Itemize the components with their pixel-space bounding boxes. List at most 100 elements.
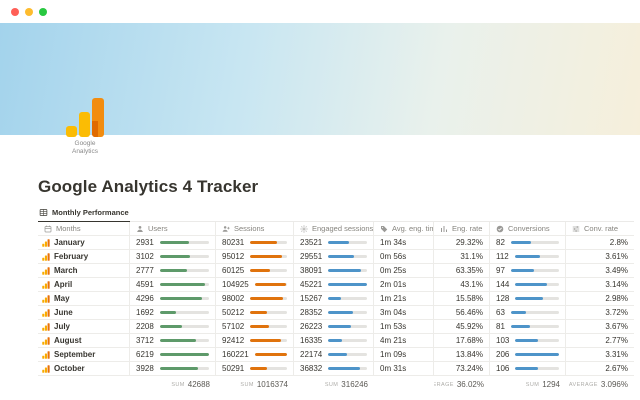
summary-month[interactable] (38, 376, 130, 393)
cell-conv_rate[interactable]: 2.8% (566, 236, 634, 250)
cell-engaged[interactable]: 36832 (294, 362, 374, 376)
cell-month[interactable]: February (38, 250, 130, 264)
cell-month[interactable]: October (38, 362, 130, 376)
tab-monthly-performance[interactable]: Monthly Performance (38, 206, 130, 222)
cell-sessions[interactable]: 50212 (216, 306, 294, 320)
cell-conversions[interactable]: 144 (490, 278, 566, 292)
cell-eng_rate[interactable]: 56.46% (434, 306, 490, 320)
cell-conv_rate[interactable]: 3.14% (566, 278, 634, 292)
cell-engaged[interactable]: 29551 (294, 250, 374, 264)
cell-avg_time[interactable]: 0m 31s (374, 362, 434, 376)
cell-eng_rate[interactable]: 73.24% (434, 362, 490, 376)
cell-conv_rate[interactable]: 3.31% (566, 348, 634, 362)
summary-eng_rate[interactable]: AVERAGE36.02% (434, 376, 490, 393)
cell-users[interactable]: 4591 (130, 278, 216, 292)
cell-conversions[interactable]: 103 (490, 334, 566, 348)
column-header-conv_rate[interactable]: Conv. rate (566, 222, 634, 236)
cell-avg_time[interactable]: 1m 53s (374, 320, 434, 334)
cell-sessions[interactable]: 104925 (216, 278, 294, 292)
cell-conversions[interactable]: 97 (490, 264, 566, 278)
cell-avg_time[interactable]: 1m 34s (374, 236, 434, 250)
cell-conv_rate[interactable]: 3.61% (566, 250, 634, 264)
cell-avg_time[interactable]: 1m 09s (374, 348, 434, 362)
page-cover[interactable] (0, 23, 640, 135)
cell-conv_rate[interactable]: 3.67% (566, 320, 634, 334)
cell-eng_rate[interactable]: 31.1% (434, 250, 490, 264)
cell-engaged[interactable]: 38091 (294, 264, 374, 278)
cell-conv_rate[interactable]: 2.77% (566, 334, 634, 348)
summary-users[interactable]: SUM 42688 (130, 376, 216, 393)
cell-users[interactable]: 1692 (130, 306, 216, 320)
cell-users[interactable]: 3928 (130, 362, 216, 376)
summary-sessions[interactable]: SUM 1016374 (216, 376, 294, 393)
summary-conversions[interactable]: SUM 1294 (490, 376, 566, 393)
summary-engaged[interactable]: SUM 316246 (294, 376, 374, 393)
cell-eng_rate[interactable]: 45.92% (434, 320, 490, 334)
cell-users[interactable]: 2931 (130, 236, 216, 250)
cell-conversions[interactable]: 82 (490, 236, 566, 250)
zoom-button[interactable] (39, 7, 47, 16)
cell-sessions[interactable]: 60125 (216, 264, 294, 278)
cell-month[interactable]: January (38, 236, 130, 250)
cell-avg_time[interactable]: 3m 04s (374, 306, 434, 320)
close-button[interactable] (11, 7, 19, 16)
column-header-eng_rate[interactable]: Eng. rate (434, 222, 490, 236)
cell-sessions[interactable]: 92412 (216, 334, 294, 348)
cell-eng_rate[interactable]: 29.32% (434, 236, 490, 250)
cell-conversions[interactable]: 112 (490, 250, 566, 264)
cell-sessions[interactable]: 160221 (216, 348, 294, 362)
cell-engaged[interactable]: 23521 (294, 236, 374, 250)
column-header-engaged[interactable]: Engaged sessions (294, 222, 374, 236)
cell-avg_time[interactable]: 2m 01s (374, 278, 434, 292)
cell-avg_time[interactable]: 4m 21s (374, 334, 434, 348)
cell-sessions[interactable]: 95012 (216, 250, 294, 264)
cell-sessions[interactable]: 57102 (216, 320, 294, 334)
page-icon[interactable]: Google Analytics (55, 98, 115, 155)
cell-eng_rate[interactable]: 63.35% (434, 264, 490, 278)
cell-engaged[interactable]: 16335 (294, 334, 374, 348)
cell-conv_rate[interactable]: 2.98% (566, 292, 634, 306)
cell-conv_rate[interactable]: 3.49% (566, 264, 634, 278)
summary-avg_time[interactable] (374, 376, 434, 393)
cell-month[interactable]: July (38, 320, 130, 334)
cell-users[interactable]: 6219 (130, 348, 216, 362)
cell-eng_rate[interactable]: 43.1% (434, 278, 490, 292)
minimize-button[interactable] (25, 7, 33, 16)
cell-engaged[interactable]: 28352 (294, 306, 374, 320)
cell-users[interactable]: 3712 (130, 334, 216, 348)
cell-sessions[interactable]: 80231 (216, 236, 294, 250)
cell-conversions[interactable]: 106 (490, 362, 566, 376)
page-title[interactable]: Google Analytics 4 Tracker (38, 177, 259, 196)
cell-month[interactable]: March (38, 264, 130, 278)
cell-month[interactable]: April (38, 278, 130, 292)
column-header-avg_time[interactable]: Avg. eng. time (374, 222, 434, 236)
cell-conversions[interactable]: 63 (490, 306, 566, 320)
cell-eng_rate[interactable]: 15.58% (434, 292, 490, 306)
cell-avg_time[interactable]: 0m 56s (374, 250, 434, 264)
cell-avg_time[interactable]: 0m 25s (374, 264, 434, 278)
cell-sessions[interactable]: 98002 (216, 292, 294, 306)
cell-engaged[interactable]: 22174 (294, 348, 374, 362)
cell-conversions[interactable]: 128 (490, 292, 566, 306)
cell-eng_rate[interactable]: 13.84% (434, 348, 490, 362)
column-header-sessions[interactable]: Sessions (216, 222, 294, 236)
cell-sessions[interactable]: 50291 (216, 362, 294, 376)
cell-users[interactable]: 3102 (130, 250, 216, 264)
cell-engaged[interactable]: 15267 (294, 292, 374, 306)
column-header-users[interactable]: Users (130, 222, 216, 236)
cell-engaged[interactable]: 45221 (294, 278, 374, 292)
cell-conv_rate[interactable]: 2.67% (566, 362, 634, 376)
cell-conversions[interactable]: 81 (490, 320, 566, 334)
cell-month[interactable]: May (38, 292, 130, 306)
cell-users[interactable]: 4296 (130, 292, 216, 306)
cell-month[interactable]: June (38, 306, 130, 320)
cell-users[interactable]: 2208 (130, 320, 216, 334)
cell-month[interactable]: August (38, 334, 130, 348)
column-header-month[interactable]: Months (38, 222, 130, 236)
cell-engaged[interactable]: 26223 (294, 320, 374, 334)
cell-users[interactable]: 2777 (130, 264, 216, 278)
summary-conv_rate[interactable]: AVERAGE 3.096% (566, 376, 634, 393)
cell-conversions[interactable]: 206 (490, 348, 566, 362)
column-header-conversions[interactable]: Conversions (490, 222, 566, 236)
cell-month[interactable]: September (38, 348, 130, 362)
